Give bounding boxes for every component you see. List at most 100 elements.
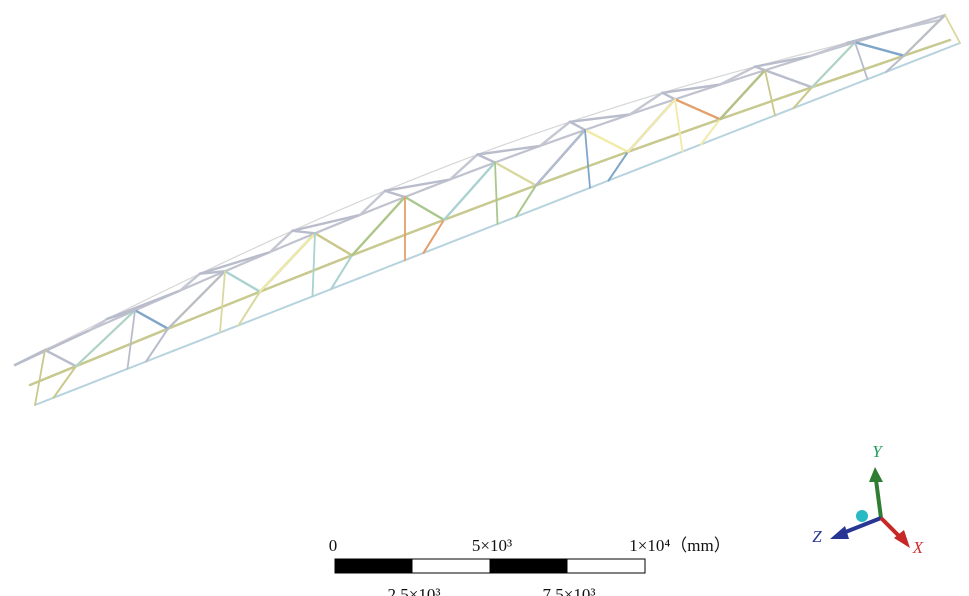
chord xyxy=(672,126,699,137)
web-member xyxy=(219,270,226,334)
web-member xyxy=(515,184,537,218)
chord xyxy=(465,201,492,213)
web-member xyxy=(198,270,227,275)
web-member xyxy=(313,232,354,257)
chord xyxy=(313,222,339,235)
chord xyxy=(879,54,906,65)
chord xyxy=(381,195,407,207)
chord xyxy=(493,153,519,164)
chord xyxy=(902,46,929,57)
web-member xyxy=(167,270,226,330)
chord xyxy=(727,123,753,135)
chord xyxy=(448,169,474,181)
scale-bar: 0 5×10³ 1×10⁴（mm） 2.5×10³ 7.5×10³ xyxy=(329,536,731,596)
web-member xyxy=(661,91,677,101)
chord xyxy=(810,78,837,89)
chord xyxy=(635,159,661,171)
chord xyxy=(592,106,617,115)
chord xyxy=(373,236,400,248)
web-member xyxy=(259,232,316,293)
web-member xyxy=(718,65,757,86)
chord xyxy=(797,96,823,108)
chord xyxy=(51,364,78,377)
chord xyxy=(403,187,429,199)
scale-segment xyxy=(489,558,568,574)
web-member xyxy=(584,129,591,189)
web-member xyxy=(178,272,202,292)
web-member xyxy=(719,69,766,121)
chord xyxy=(281,272,308,284)
chord xyxy=(130,295,155,308)
scale-label: 1×10⁴（mm） xyxy=(629,536,730,555)
web-member xyxy=(330,254,353,291)
chord xyxy=(649,134,676,145)
chord xyxy=(580,158,607,170)
chord xyxy=(626,142,653,154)
web-member xyxy=(846,27,902,44)
chord xyxy=(673,90,699,101)
web-member xyxy=(145,327,169,363)
chord xyxy=(396,227,423,239)
chord xyxy=(557,167,584,179)
web-member xyxy=(898,18,942,30)
web-member xyxy=(753,65,767,72)
chord xyxy=(741,69,767,79)
web-member xyxy=(628,91,664,116)
chord xyxy=(195,331,221,343)
web-member xyxy=(311,232,316,298)
chord xyxy=(166,318,193,330)
chord xyxy=(523,129,548,139)
chord xyxy=(334,277,360,289)
scale-segment xyxy=(566,558,646,574)
chord xyxy=(172,340,198,352)
web-member xyxy=(674,98,684,153)
web-member xyxy=(854,41,869,81)
chord xyxy=(242,313,268,325)
chord xyxy=(407,171,432,183)
z-axis-label: Z xyxy=(812,527,822,546)
chord xyxy=(800,47,825,56)
web-member xyxy=(944,14,961,44)
chord xyxy=(268,241,294,254)
chord xyxy=(304,263,331,275)
chord xyxy=(357,268,383,280)
web-member xyxy=(75,309,136,368)
scale-label: 0 xyxy=(329,536,338,555)
chord xyxy=(268,230,294,242)
web-member xyxy=(43,348,78,368)
web-member xyxy=(811,41,856,89)
chord xyxy=(764,93,791,105)
chord xyxy=(143,327,170,340)
chord xyxy=(565,186,591,198)
chord xyxy=(473,223,499,235)
chord xyxy=(222,251,247,264)
chord xyxy=(245,240,270,253)
chord xyxy=(223,260,249,273)
x-arrow-head xyxy=(894,530,910,548)
chord xyxy=(685,78,710,87)
chord xyxy=(777,53,802,62)
chord xyxy=(511,184,538,196)
x-axis-label: X xyxy=(912,538,924,557)
z-axis-arrow xyxy=(842,516,882,535)
chord xyxy=(603,150,630,162)
chord xyxy=(651,98,677,108)
chord xyxy=(500,137,525,147)
web-member xyxy=(903,14,946,57)
chord xyxy=(658,150,684,162)
web-member xyxy=(351,195,406,257)
chord xyxy=(212,299,239,312)
web-member xyxy=(383,178,452,193)
chord xyxy=(97,346,124,359)
web-member xyxy=(661,83,722,94)
web-member xyxy=(34,349,46,406)
web-member xyxy=(237,290,261,327)
chord xyxy=(265,304,291,316)
web-member xyxy=(13,348,47,367)
chord xyxy=(741,101,768,113)
chord xyxy=(419,218,446,230)
web-member xyxy=(764,69,776,117)
web-member xyxy=(443,161,496,221)
chord xyxy=(430,162,455,173)
